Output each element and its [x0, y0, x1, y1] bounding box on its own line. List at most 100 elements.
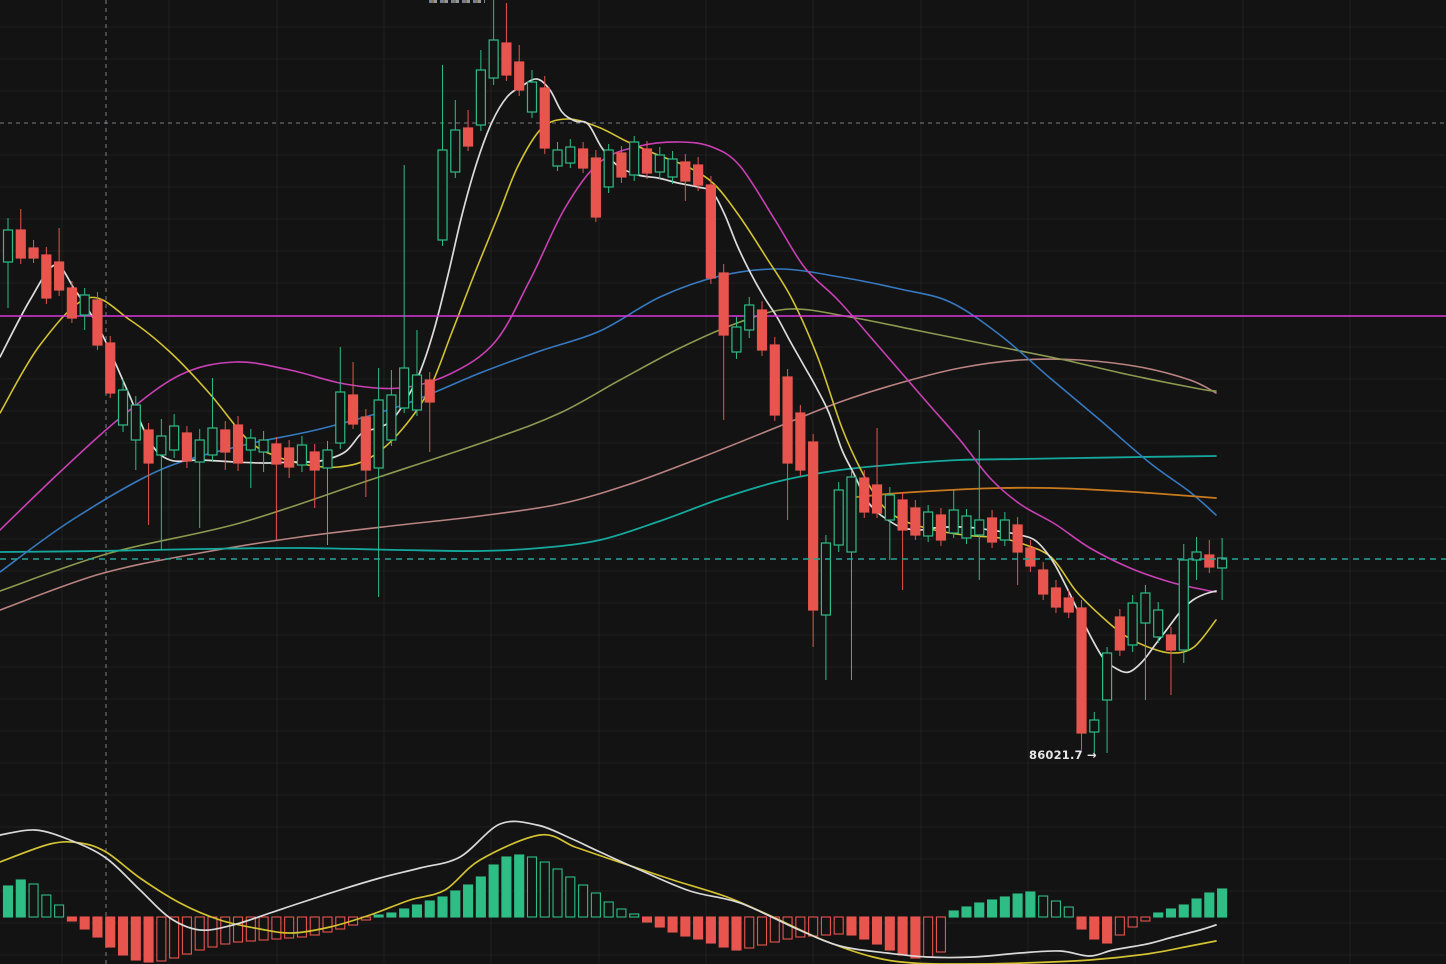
candle-down: [641, 141, 653, 179]
macd-bar-up: [1178, 904, 1189, 918]
ma-white-line: [0, 78, 1217, 674]
ma-magenta-line: [0, 141, 1217, 593]
candle-down: [92, 292, 103, 350]
macd-bar-up: [1165, 908, 1177, 918]
macd-bar-down: [1076, 916, 1087, 930]
candle-up: [923, 505, 934, 542]
macd-bar-down: [309, 916, 320, 936]
macd-bar-up: [1038, 895, 1049, 918]
macd-bar-down: [1127, 916, 1138, 928]
candle-up: [526, 70, 538, 118]
candle-down: [910, 500, 921, 540]
candle-up: [130, 396, 141, 470]
candle-up: [654, 147, 665, 179]
candle-down: [514, 45, 525, 96]
candle-down: [15, 209, 26, 264]
candle-up: [258, 431, 269, 472]
candle-up: [884, 487, 895, 560]
macd-bar-down: [705, 916, 716, 944]
candle-down: [871, 428, 883, 518]
candle-down: [795, 405, 806, 476]
candle-up: [79, 288, 90, 330]
macd-bar-up: [2, 885, 14, 918]
macd-bar-up: [961, 906, 972, 918]
macd-bar-up: [616, 908, 627, 918]
candle-down: [501, 3, 512, 81]
candle-down: [680, 154, 691, 201]
macd-bar-up: [399, 908, 410, 918]
candle-up: [437, 65, 448, 246]
macd-bar-up: [463, 884, 474, 918]
macd-bar-down: [641, 916, 653, 923]
macd-bar-down: [169, 916, 180, 959]
low-price-label: 86021.7 →: [1029, 748, 1097, 762]
macd-bar-up: [475, 876, 486, 918]
candle-down: [28, 240, 39, 263]
candle-up: [833, 482, 844, 552]
macd-bar-down: [859, 916, 870, 940]
macd-bar-down: [1089, 916, 1100, 940]
macd-bar-down: [117, 916, 129, 956]
macd-bar-up: [15, 879, 26, 918]
candle-up: [629, 136, 640, 181]
candle-down: [935, 508, 947, 546]
macd-bar-down: [207, 916, 218, 948]
macd-bar-up: [54, 904, 65, 918]
candle-up: [296, 436, 308, 472]
candle-down: [1038, 562, 1049, 600]
macd-bar-down: [808, 916, 819, 937]
macd-bar-up: [411, 904, 423, 918]
candle-down: [360, 409, 371, 497]
candle-up: [1178, 544, 1189, 663]
macd-bar-down: [820, 916, 831, 936]
candle-down: [1076, 600, 1087, 750]
macd-bar-down: [79, 916, 90, 930]
candle-up: [335, 347, 346, 449]
macd-bar-up: [526, 856, 538, 918]
macd-bar-up: [539, 861, 550, 918]
macd-bar-down: [296, 916, 307, 938]
macd-bar-down: [846, 916, 857, 936]
candle-down: [897, 492, 908, 590]
candle-down: [462, 110, 474, 151]
candle-down: [105, 336, 116, 398]
candle-up: [1127, 595, 1138, 652]
macd-bar-up: [373, 914, 384, 918]
macd-histogram: [2, 854, 1228, 963]
candle-up: [411, 330, 423, 416]
macd-bar-down: [795, 916, 806, 938]
candle-up: [245, 429, 256, 488]
candle-up: [399, 165, 410, 413]
candle-down: [143, 423, 154, 525]
candle-up: [731, 317, 742, 359]
candle-up: [846, 470, 857, 680]
macd-bar-up: [603, 901, 614, 918]
macd-bar-up: [948, 910, 959, 918]
macd-bar-down: [935, 916, 946, 953]
macd-bar-down: [718, 916, 729, 948]
macd-bar-down: [693, 916, 704, 940]
macd-bar-up: [437, 896, 448, 918]
candle-up: [744, 297, 755, 338]
candle-down: [718, 264, 729, 420]
candle-up: [117, 379, 129, 432]
candlestick-series[interactable]: [2, 0, 1228, 755]
candle-down: [1025, 540, 1036, 572]
candle-up: [207, 378, 218, 461]
candle-up: [1101, 647, 1113, 753]
candle-down: [271, 437, 282, 540]
ma-olive-line: [0, 308, 1217, 592]
candle-up: [1216, 538, 1228, 600]
macd-bar-down: [667, 916, 678, 933]
macd-bar-down: [194, 916, 205, 951]
macd-bar-up: [1204, 892, 1215, 918]
candle-down: [1012, 517, 1023, 585]
candle-down: [424, 372, 435, 452]
macd-bar-up: [501, 856, 512, 918]
candle-up: [488, 0, 499, 85]
candle-up: [322, 441, 333, 545]
